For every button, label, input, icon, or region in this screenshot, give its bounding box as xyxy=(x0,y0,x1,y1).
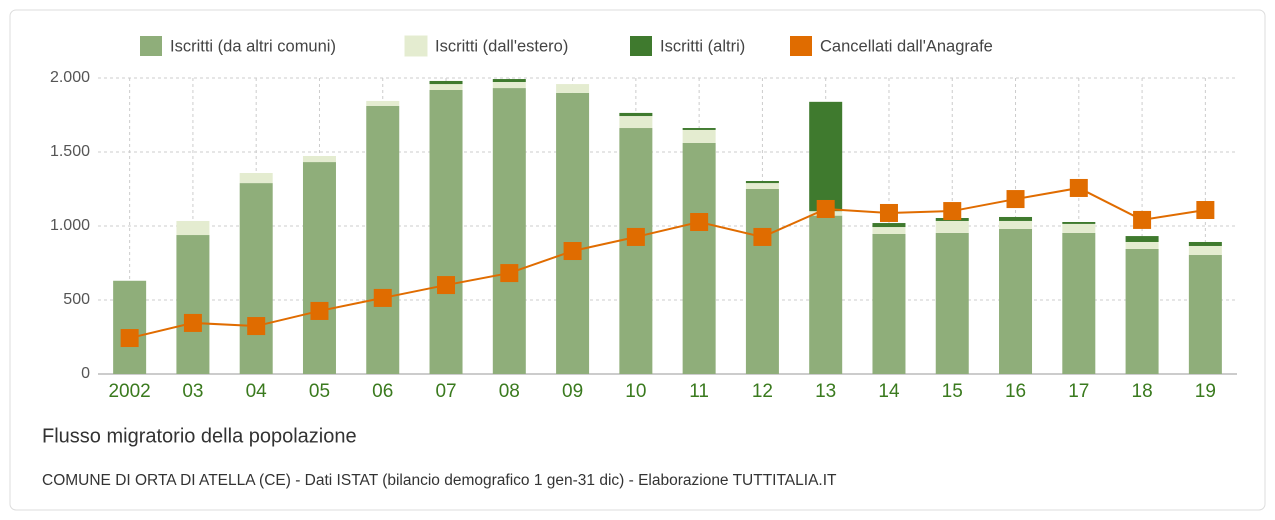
bar-segment xyxy=(176,220,210,236)
bar-segment xyxy=(429,84,463,90)
bar-segment xyxy=(556,92,590,374)
bar-segment xyxy=(302,155,336,163)
bar-segment xyxy=(1062,222,1096,224)
x-tick-label: 04 xyxy=(246,381,268,402)
line-marker xyxy=(310,301,329,320)
x-tick-label: 07 xyxy=(435,381,456,402)
legend-swatch xyxy=(404,35,428,57)
bar-segment xyxy=(809,101,843,212)
x-tick-label: 08 xyxy=(499,381,520,402)
line-marker xyxy=(690,213,709,232)
bar-segment xyxy=(935,232,969,374)
legend-swatch xyxy=(790,36,812,56)
line-marker xyxy=(879,203,898,222)
bar-segment xyxy=(682,128,716,130)
x-tick-label: 09 xyxy=(562,381,583,402)
bar-segment xyxy=(1062,223,1096,233)
bar-segment xyxy=(745,183,779,189)
legend-label: Iscritti (da altri comuni) xyxy=(170,37,336,55)
bar-segment xyxy=(682,142,716,374)
x-tick-label: 19 xyxy=(1195,381,1216,402)
chart-subtitle: COMUNE DI ORTA DI ATELLA (CE) - Dati IST… xyxy=(42,472,837,489)
line-marker xyxy=(1196,201,1215,220)
x-tick-label: 16 xyxy=(1005,381,1026,402)
y-tick-label: 1.500 xyxy=(50,143,90,160)
bar-segment xyxy=(492,79,526,82)
bar-segment xyxy=(809,215,843,374)
line-marker xyxy=(943,202,962,221)
bar-segment xyxy=(619,116,653,129)
bar-segment xyxy=(999,216,1033,221)
x-tick-label: 14 xyxy=(878,381,900,402)
bar-segment xyxy=(429,80,463,85)
bar-segment xyxy=(619,112,653,117)
line-marker xyxy=(563,242,582,261)
x-tick-label: 10 xyxy=(625,381,646,402)
bar-segment xyxy=(745,189,779,374)
bar-segment xyxy=(1125,248,1159,374)
line-marker xyxy=(373,288,392,307)
y-tick-label: 1.000 xyxy=(50,217,90,234)
bar-segment xyxy=(366,100,400,106)
bar-segment xyxy=(1188,241,1222,246)
bar-segment xyxy=(619,128,653,374)
x-tick-label: 18 xyxy=(1132,381,1153,402)
line-marker xyxy=(437,276,456,295)
bar-segment xyxy=(302,162,336,374)
bar-segment xyxy=(429,89,463,374)
bar-segment xyxy=(113,280,147,374)
legend-swatch xyxy=(140,36,162,56)
x-tick-label: 03 xyxy=(182,381,203,402)
x-tick-label: 06 xyxy=(372,381,393,402)
x-tick-label: 15 xyxy=(942,381,963,402)
y-tick-label: 2.000 xyxy=(50,69,90,86)
line-marker xyxy=(247,317,266,336)
line-marker xyxy=(500,264,519,283)
line-marker xyxy=(816,199,835,218)
line-marker xyxy=(1133,210,1152,229)
bar-segment xyxy=(745,181,779,184)
y-tick-label: 500 xyxy=(63,291,90,308)
bar-segment xyxy=(556,84,590,93)
legend-label: Cancellati dall'Anagrafe xyxy=(820,37,993,55)
line-marker xyxy=(626,227,645,246)
line-marker xyxy=(120,329,139,348)
x-tick-label: 05 xyxy=(309,381,330,402)
bar-segment xyxy=(176,235,210,374)
bar-segment xyxy=(872,227,906,234)
x-tick-label: 17 xyxy=(1068,381,1089,402)
x-tick-label: 13 xyxy=(815,381,836,402)
bar-segment xyxy=(872,223,906,228)
bar-segment xyxy=(935,220,969,233)
bar-segment xyxy=(239,183,273,374)
line-marker xyxy=(753,227,772,246)
legend-swatch xyxy=(630,36,652,56)
bar-segment xyxy=(999,220,1033,229)
bar-segment xyxy=(1125,236,1159,242)
bar-segment xyxy=(239,173,273,184)
legend-label: Iscritti (dall'estero) xyxy=(435,37,568,55)
bar-segment xyxy=(872,233,906,374)
bar-segment xyxy=(366,105,400,375)
legend-label: Iscritti (altri) xyxy=(660,37,745,55)
bar-segment xyxy=(682,129,716,143)
x-tick-label: 11 xyxy=(689,381,709,402)
line-marker xyxy=(183,313,202,332)
line xyxy=(129,186,1206,340)
line-marker xyxy=(1006,190,1025,209)
bar-segment xyxy=(999,228,1033,374)
bar-segment xyxy=(1062,232,1096,374)
x-tick-label: 2002 xyxy=(108,381,150,402)
bar-segment xyxy=(1188,255,1222,374)
line-marker xyxy=(1069,178,1088,197)
bar-segment xyxy=(492,81,526,89)
bar-segment xyxy=(1188,245,1222,256)
chart-title: Flusso migratorio della popolazione xyxy=(42,425,357,447)
bar-segment xyxy=(492,88,526,375)
y-tick-label: 0 xyxy=(81,365,90,382)
bar-segment xyxy=(1125,241,1159,249)
x-tick-label: 12 xyxy=(752,381,773,402)
